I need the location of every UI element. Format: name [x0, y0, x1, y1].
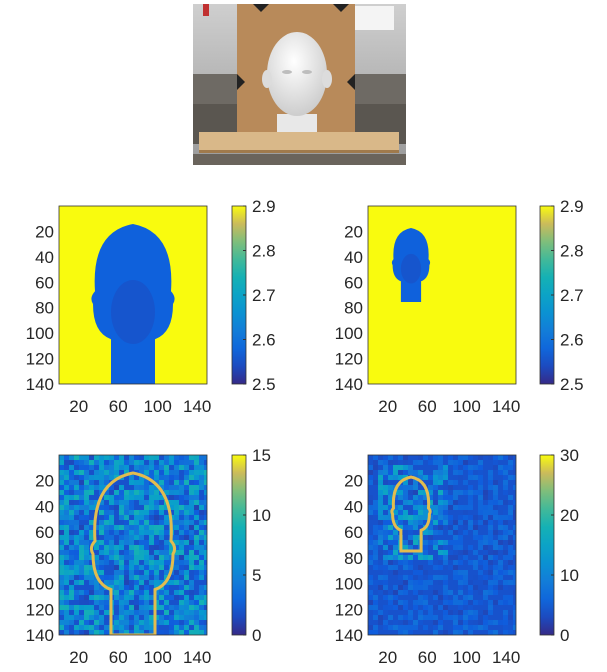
mannequin-head-photo-icon — [193, 4, 406, 165]
y-tick-label: 20 — [35, 472, 54, 491]
colorbar-tick-label: 15 — [252, 446, 271, 465]
y-tick-label: 60 — [35, 273, 54, 292]
colorbar-tick-label: 2.8 — [560, 242, 584, 261]
y-tick-label: 100 — [26, 324, 54, 343]
colorbar-tick-label: 10 — [560, 566, 579, 585]
x-tick-label: 100 — [143, 648, 171, 667]
y-tick-label: 80 — [344, 549, 363, 568]
y-tick-label: 120 — [335, 350, 363, 369]
y-tick-label: 100 — [26, 575, 54, 594]
y-tick-label: 120 — [335, 600, 363, 619]
x-tick-label: 100 — [452, 648, 480, 667]
colorbar-tick-label: 0 — [560, 626, 569, 645]
x-tick-label: 20 — [69, 648, 88, 667]
colorbar: 2.9 2.8 2.7 2.6 2.5 — [539, 197, 584, 394]
colorbar-tick-label: 30 — [560, 446, 579, 465]
y-tick-label: 20 — [35, 222, 54, 241]
y-tick-label: 20 — [344, 472, 363, 491]
face-shading — [111, 280, 155, 344]
x-tick-label: 60 — [418, 648, 437, 667]
y-tick-label: 80 — [35, 549, 54, 568]
y-tick-label: 60 — [35, 523, 54, 542]
plot-frame — [58, 454, 208, 636]
colorbar-tick-label: 20 — [560, 506, 579, 525]
y-tick-label: 140 — [335, 626, 363, 645]
y-tick-label: 80 — [35, 299, 54, 318]
x-tick-label: 100 — [452, 397, 480, 416]
colorbar-tick-label: 5 — [252, 566, 261, 585]
colorbar-tick-label: 2.9 — [560, 197, 584, 216]
x-tick-label: 140 — [183, 648, 211, 667]
y-tick-label: 40 — [35, 497, 54, 516]
heatmap-image — [59, 206, 207, 384]
colorbar-scale — [539, 454, 555, 636]
mannequin-photo — [193, 4, 406, 165]
y-tick-label: 60 — [344, 273, 363, 292]
colorbar-tick-label: 0 — [252, 626, 261, 645]
x-tick-label: 20 — [69, 397, 88, 416]
head-outline — [390, 475, 432, 553]
y-tick-label: 120 — [26, 350, 54, 369]
y-tick-label: 100 — [335, 324, 363, 343]
x-tick-label: 60 — [109, 648, 128, 667]
x-tick-label: 140 — [492, 648, 520, 667]
y-tick-label: 20 — [344, 222, 363, 241]
x-tick-label: 60 — [418, 397, 437, 416]
x-tick-label: 140 — [183, 397, 211, 416]
head-outline — [89, 471, 177, 635]
colorbar-tick-label: 2.7 — [252, 286, 276, 305]
x-tick-label: 100 — [143, 397, 171, 416]
colorbar-tick-label: 2.6 — [560, 331, 584, 350]
colorbar-tick-label: 2.6 — [252, 331, 276, 350]
colorbar-tick-label: 10 — [252, 506, 271, 525]
y-tick-label: 40 — [344, 248, 363, 267]
colorbar-tick-label: 2.8 — [252, 242, 276, 261]
y-tick-label: 140 — [335, 375, 363, 394]
colorbar-tick-label: 2.5 — [252, 375, 276, 394]
x-tick-label: 140 — [492, 397, 520, 416]
plot-frame — [367, 454, 517, 636]
colorbar-tick-label: 2.5 — [560, 375, 584, 394]
x-tick-label: 20 — [378, 397, 397, 416]
colorbar-tick-label: 2.7 — [560, 286, 584, 305]
y-tick-label: 100 — [335, 575, 363, 594]
face-shading — [400, 253, 422, 284]
heatmap-image — [59, 455, 207, 635]
x-tick-label: 60 — [109, 397, 128, 416]
y-tick-label: 140 — [26, 626, 54, 645]
colorbar: 30 20 10 0 — [539, 446, 579, 645]
plot-frame — [367, 205, 517, 385]
colorbar: 2.9 2.8 2.7 2.6 2.5 — [231, 197, 276, 394]
y-tick-label: 40 — [344, 497, 363, 516]
y-tick-label: 60 — [344, 523, 363, 542]
colorbar-scale — [231, 454, 247, 636]
heatmap-image — [368, 206, 516, 384]
heatmap-image — [368, 455, 516, 635]
x-tick-label: 20 — [378, 648, 397, 667]
y-tick-label: 80 — [344, 299, 363, 318]
y-tick-label: 120 — [26, 600, 54, 619]
y-tick-label: 40 — [35, 248, 54, 267]
y-tick-label: 140 — [26, 375, 54, 394]
plot-frame — [58, 205, 208, 385]
colorbar: 15 10 5 0 — [231, 446, 271, 645]
background-region — [368, 206, 516, 384]
colorbar-tick-label: 2.9 — [252, 197, 276, 216]
heatmap-3: 20 40 60 80 100 120 140 20 60 100 140 15 10 5 0 — [26, 446, 271, 667]
